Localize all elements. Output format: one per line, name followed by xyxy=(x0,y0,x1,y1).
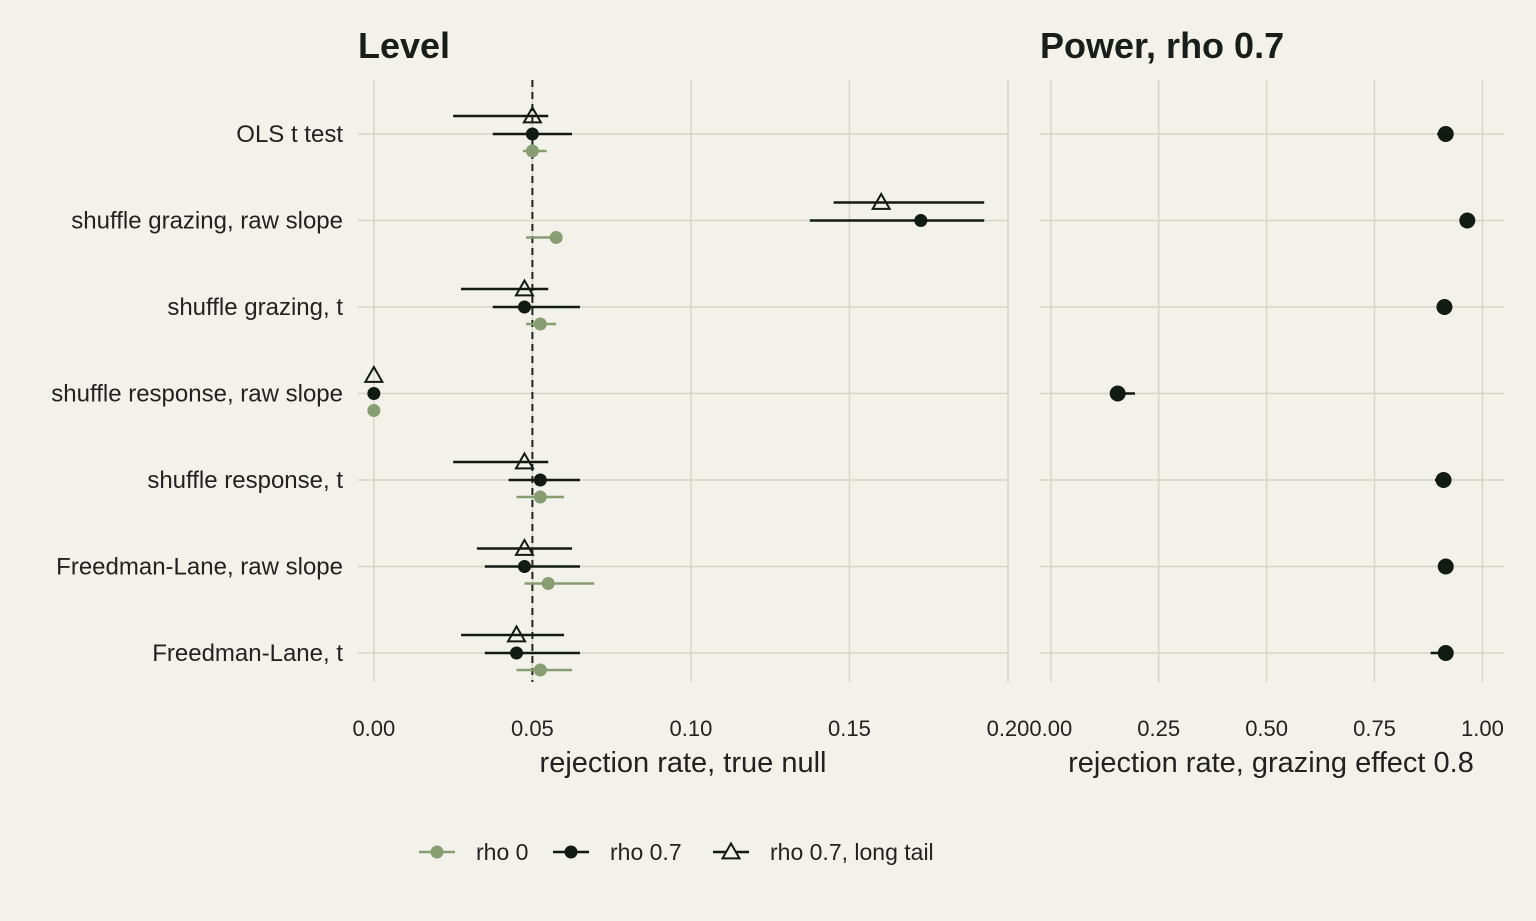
power-x-tick-label: 1.00 xyxy=(1461,716,1504,741)
category-label-shuffle-grazing-raw-slope: shuffle grazing, raw slope xyxy=(71,208,343,235)
level-point-rho-0 xyxy=(525,144,539,158)
category-label-ols-t-test: OLS t test xyxy=(236,121,343,148)
level-panel-x-ticks: 0.00 0.05 0.10 0.15 0.20 xyxy=(352,716,1029,741)
level-point-rho-0-7 xyxy=(525,127,539,141)
level-x-tick-label: 0.00 xyxy=(352,716,395,741)
power-point-rho-0-7 xyxy=(1437,126,1454,142)
power-panel-x-ticks: 0.00 0.25 0.50 0.75 1.00 xyxy=(1029,716,1503,741)
level-point-rho-0-7 xyxy=(510,646,524,660)
legend-item-rho-0-7: rho 0.7 xyxy=(553,839,682,865)
level-panel: Level OLS t test shuffle grazing, raw slo… xyxy=(51,25,1029,779)
power-point-rho-0-7 xyxy=(1109,385,1126,402)
category-label-shuffle-response-raw-slope: shuffle response, raw slope xyxy=(51,381,343,408)
power-point-rho-0-7 xyxy=(1459,212,1476,229)
category-label-freedman-lane-t: Freedman-Lane, t xyxy=(152,640,343,667)
level-point-rho-0 xyxy=(367,404,381,417)
power-panel-x-axis-label: rejection rate, grazing effect 0.8 xyxy=(1068,747,1474,779)
power-point-rho-0-7 xyxy=(1435,472,1452,488)
level-panel-title: Level xyxy=(358,25,450,66)
level-x-tick-label: 0.15 xyxy=(828,716,871,741)
category-label-freedman-lane-raw-slope: Freedman-Lane, raw slope xyxy=(56,554,343,581)
power-point-rho-0-7 xyxy=(1437,558,1454,575)
legend: rho 0 rho 0.7 rho 0.7, long tail xyxy=(419,839,934,865)
power-x-tick-label: 0.50 xyxy=(1245,716,1288,741)
power-panel-marks xyxy=(1109,126,1476,661)
power-panel-title: Power, rho 0.7 xyxy=(1040,25,1284,66)
power-panel: Power, rho 0.7 0.00 0.25 0.50 0.75 1.00 reje… xyxy=(1029,25,1504,779)
level-x-tick-label: 0.10 xyxy=(670,716,713,741)
legend-label: rho 0.7, long tail xyxy=(770,839,934,865)
legend-key-marker xyxy=(720,841,742,860)
level-point-rho-0-7-long-tail xyxy=(363,364,385,383)
level-point-rho-0-7 xyxy=(367,387,381,400)
level-panel-grid xyxy=(358,80,1009,682)
level-point-rho-0-7-long-tail xyxy=(870,191,892,210)
category-labels: OLS t test shuffle grazing, raw slope shuf… xyxy=(51,121,343,667)
power-x-tick-label: 0.25 xyxy=(1137,716,1180,741)
power-panel-grid xyxy=(1040,80,1504,682)
power-x-tick-label: 0.75 xyxy=(1353,716,1396,741)
power-point-rho-0-7 xyxy=(1437,645,1454,661)
level-panel-x-axis-label: rejection rate, true null xyxy=(540,747,827,779)
level-x-tick-label: 0.05 xyxy=(511,716,554,741)
level-point-rho-0-7-long-tail xyxy=(522,105,543,124)
level-point-rho-0 xyxy=(549,231,563,244)
level-point-rho-0 xyxy=(541,577,555,590)
level-point-rho-0-7 xyxy=(533,473,547,487)
level-point-rho-0-7 xyxy=(517,560,531,573)
legend-label: rho 0 xyxy=(476,839,528,865)
legend-item-rho-0: rho 0 xyxy=(419,839,528,865)
level-point-rho-0 xyxy=(533,490,547,504)
level-point-rho-0 xyxy=(533,317,547,331)
level-point-rho-0-7 xyxy=(914,214,928,227)
level-x-tick-label: 0.20 xyxy=(987,716,1030,741)
level-point-rho-0-7-long-tail xyxy=(514,537,535,556)
level-point-rho-0 xyxy=(533,663,547,677)
category-label-shuffle-grazing-t: shuffle grazing, t xyxy=(167,294,343,321)
category-label-shuffle-response-t: shuffle response, t xyxy=(147,467,343,494)
level-point-rho-0-7-long-tail xyxy=(514,451,535,470)
power-x-tick-label: 0.00 xyxy=(1029,716,1072,741)
legend-key-marker xyxy=(430,845,444,859)
power-point-rho-0-7 xyxy=(1436,299,1453,315)
level-point-rho-0-7-long-tail xyxy=(514,278,535,297)
legend-key-marker xyxy=(564,845,578,859)
level-point-rho-0-7-long-tail xyxy=(506,624,527,643)
legend-item-rho-0-7-long-tail: rho 0.7, long tail xyxy=(713,839,934,865)
legend-label: rho 0.7 xyxy=(610,839,682,865)
level-panel-marks xyxy=(363,105,985,677)
level-point-rho-0-7 xyxy=(517,300,531,314)
